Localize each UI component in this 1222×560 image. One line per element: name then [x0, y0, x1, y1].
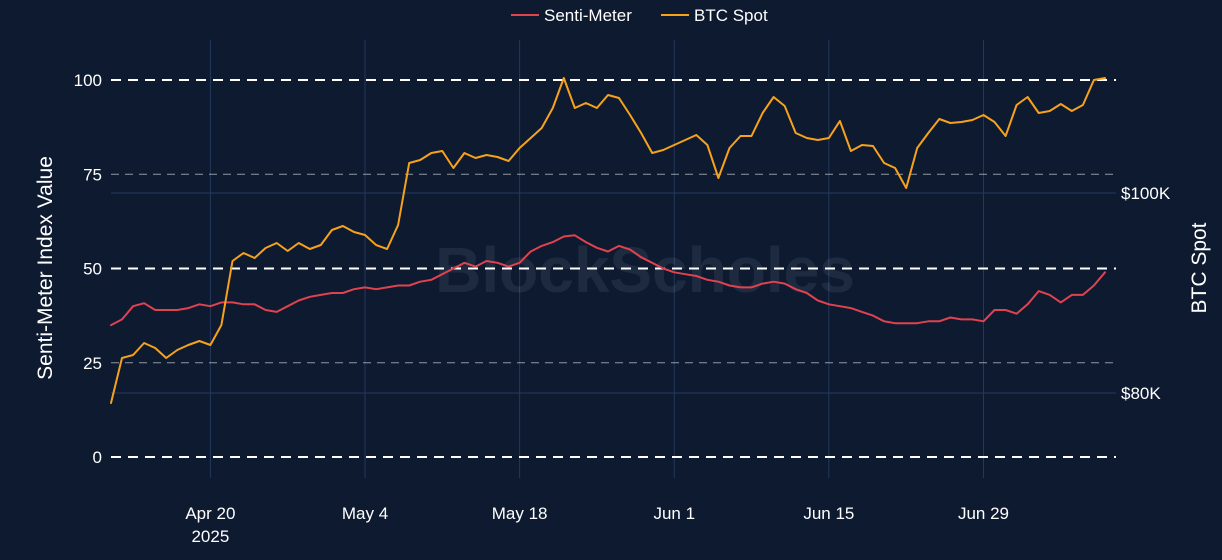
x-tick-label: Jun 29 [958, 504, 1009, 523]
grid-layer [111, 40, 1116, 478]
senti-meter-line [110, 234, 1106, 327]
y-axis-right-title: BTC Spot [1188, 222, 1211, 313]
axis-layer: Apr 20 2025 May 4 May 18 Jun 1 Jun 15 Jun 29 $8… [74, 71, 1171, 546]
watermark: BlockScholes [435, 234, 855, 306]
x-tick-label: May 4 [342, 504, 388, 523]
x-tick-label: Apr 20 [185, 504, 235, 523]
y-axis-left-title: Senti-Meter Index Value [34, 156, 57, 380]
y-right-tick-label: $100K [1121, 184, 1171, 203]
x-tick-label: Jun 1 [653, 504, 695, 523]
legend-senti-label[interactable]: Senti-Meter [544, 6, 632, 25]
legend[interactable]: Senti-Meter BTC Spot [511, 6, 768, 25]
x-tick-label: May 18 [492, 504, 548, 523]
series-layer [110, 77, 1106, 404]
x-tick-sublabel: 2025 [191, 527, 229, 546]
y-left-tick-label: 75 [83, 165, 102, 184]
legend-btc-label[interactable]: BTC Spot [694, 6, 768, 25]
y-left-tick-label: 0 [93, 448, 102, 467]
x-tick-label: Jun 15 [803, 504, 854, 523]
btc-spot-line [110, 77, 1106, 404]
y-left-tick-label: 50 [83, 260, 102, 279]
y-right-tick-label: $80K [1121, 384, 1161, 403]
y-left-tick-label: 25 [83, 354, 102, 373]
y-left-tick-label: 100 [74, 71, 102, 90]
